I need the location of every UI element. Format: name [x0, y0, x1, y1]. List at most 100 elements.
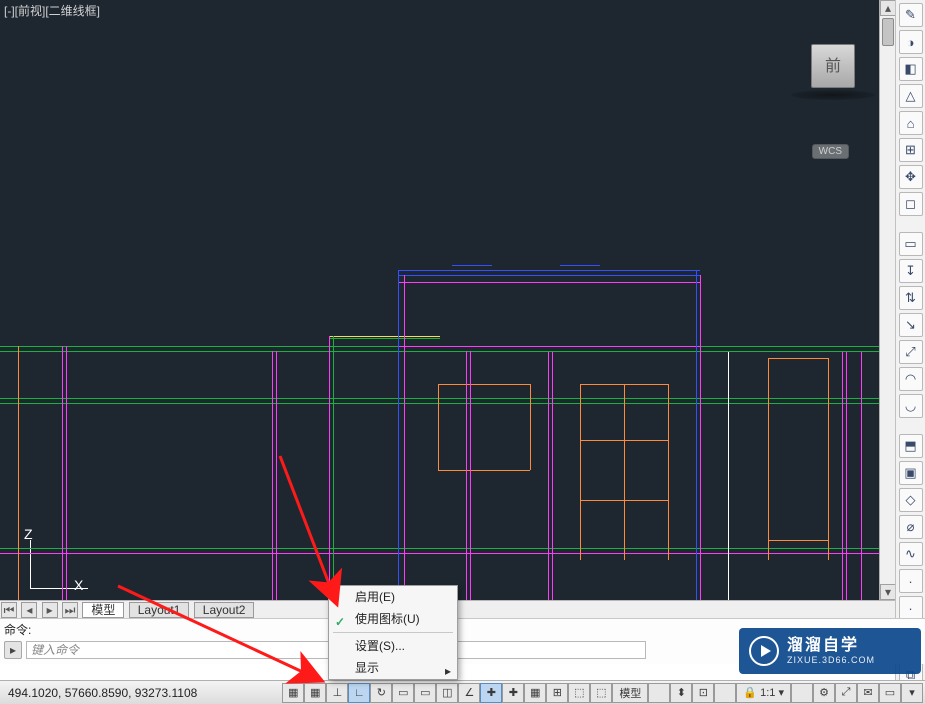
palette-tool-19[interactable]: ∿ — [899, 542, 923, 566]
cad-vline — [272, 351, 273, 600]
status-button-9[interactable]: ✚ — [480, 683, 502, 703]
palette-tool-5[interactable]: ⊞ — [899, 138, 923, 162]
palette-tool-11[interactable]: ↘ — [899, 313, 923, 337]
cad-vline — [62, 346, 63, 600]
status-button-1[interactable]: ▦ — [304, 683, 326, 703]
cad-vline — [404, 275, 405, 600]
cad-hline — [398, 282, 700, 283]
status-button-10[interactable]: ✚ — [502, 683, 524, 703]
cad-vline — [470, 351, 471, 600]
status-button-14[interactable]: ⬚ — [590, 683, 612, 703]
palette-tool-6[interactable]: ✥ — [899, 165, 923, 189]
tab-nav-next[interactable]: ▸ — [42, 602, 58, 618]
cad-vline — [18, 346, 19, 600]
ctx-sep — [333, 632, 453, 633]
scroll-down-button[interactable]: ▾ — [880, 584, 896, 600]
palette-tool-10[interactable]: ⇅ — [899, 286, 923, 310]
palette-tool-12[interactable]: ⤢ — [899, 340, 923, 364]
status-button-20[interactable]: ⚙ — [813, 683, 835, 703]
cad-vline — [842, 352, 843, 600]
tab-layout2[interactable]: Layout2 — [194, 602, 255, 618]
tab-layout1[interactable]: Layout1 — [129, 602, 190, 618]
cad-vline — [66, 346, 67, 600]
ctx-display[interactable]: 显示▸ — [329, 657, 457, 679]
cad-vline — [530, 384, 531, 470]
status-button-0[interactable]: ▦ — [282, 683, 304, 703]
status-button-24[interactable]: ▾ — [901, 683, 923, 703]
coordinates-readout: 494.1020, 57660.8590, 93273.1108 — [0, 686, 205, 700]
ctx-settings[interactable]: 设置(S)... — [329, 635, 457, 657]
status-button-22[interactable]: ✉ — [857, 683, 879, 703]
canvas-vscrollbar[interactable]: ▴ ▾ — [879, 0, 895, 600]
palette-tool-13[interactable]: ◠ — [899, 367, 923, 391]
check-icon: ✓ — [335, 611, 345, 633]
palette-tool-16[interactable]: ▣ — [899, 461, 923, 485]
palette-tool-7[interactable]: ◻ — [899, 192, 923, 216]
tab-nav-last[interactable]: ⏭ — [62, 602, 78, 618]
axis-x-line — [30, 588, 88, 589]
watermark-text: 溜溜自学 ZIXUE.3D66.COM — [787, 637, 875, 666]
status-scale-label[interactable]: 🔒 1:1 ▾ — [736, 683, 791, 703]
axis-x-label: X — [74, 577, 83, 593]
status-button-15[interactable] — [648, 683, 670, 703]
palette-tool-3[interactable]: △ — [899, 84, 923, 108]
palette-tool-1[interactable]: ◑ — [899, 30, 923, 54]
submenu-arrow-icon: ▸ — [445, 660, 451, 682]
status-button-7[interactable]: ◫ — [436, 683, 458, 703]
drawing-canvas[interactable]: [-][前视][二维线框] 前 WCS Z X — [0, 0, 895, 600]
palette-tool-9[interactable]: ↧ — [899, 259, 923, 283]
cad-vline — [861, 352, 862, 600]
palette-tool-14[interactable]: ◡ — [899, 394, 923, 418]
tab-nav-first[interactable]: ⏮ — [1, 602, 17, 618]
status-model-label[interactable]: 模型 — [612, 683, 648, 703]
ctx-settings-label: 设置(S)... — [355, 639, 405, 653]
scroll-up-button[interactable]: ▴ — [880, 0, 896, 16]
status-button-5[interactable]: ▭ — [392, 683, 414, 703]
right-tool-palette: ✎◑◧△⌂⊞✥◻▭↧⇅↘⤢◠◡⬒▣◇⌀∿··⧉⧉⌫·abc◐· — [895, 0, 925, 704]
cad-vline — [580, 384, 581, 560]
status-button-17[interactable]: ⊡ — [692, 683, 714, 703]
ctx-use-icon[interactable]: ✓使用图标(U) — [329, 608, 457, 630]
palette-tool-17[interactable]: ◇ — [899, 488, 923, 512]
viewport-label: [-][前视][二维线框] — [4, 2, 100, 19]
status-button-6[interactable]: ▭ — [414, 683, 436, 703]
ctx-enable[interactable]: 启用(E) — [329, 586, 457, 608]
status-button-2[interactable]: ⊥ — [326, 683, 348, 703]
palette-tool-8[interactable]: ▭ — [899, 232, 923, 256]
palette-spacer — [896, 421, 925, 431]
status-button-8[interactable]: ∠ — [458, 683, 480, 703]
status-button-19[interactable] — [791, 683, 813, 703]
palette-tool-2[interactable]: ◧ — [899, 57, 923, 81]
cad-vline — [700, 275, 701, 600]
palette-tool-0[interactable]: ✎ — [899, 3, 923, 27]
status-button-13[interactable]: ⬚ — [568, 683, 590, 703]
tab-model[interactable]: 模型 — [82, 602, 124, 618]
status-button-23[interactable]: ▭ — [879, 683, 901, 703]
palette-tool-21[interactable]: · — [899, 596, 923, 620]
status-button-16[interactable]: ⬍ — [670, 683, 692, 703]
vscroll-thumb[interactable] — [882, 18, 894, 46]
palette-tool-20[interactable]: · — [899, 569, 923, 593]
status-button-21[interactable]: ⤢ — [835, 683, 857, 703]
cad-hline — [0, 553, 880, 554]
cad-vline — [624, 384, 625, 560]
cad-hline — [0, 403, 880, 404]
command-handle[interactable]: ▸ — [4, 641, 22, 659]
status-button-18[interactable] — [714, 683, 736, 703]
palette-tool-4[interactable]: ⌂ — [899, 111, 923, 135]
status-button-11[interactable]: ▦ — [524, 683, 546, 703]
viewcube-shadow — [791, 90, 875, 100]
cad-hline — [560, 265, 600, 266]
palette-tool-18[interactable]: ⌀ — [899, 515, 923, 539]
status-button-12[interactable]: ⊞ — [546, 683, 568, 703]
wcs-badge[interactable]: WCS — [812, 144, 849, 159]
play-icon — [749, 636, 779, 666]
cad-hline — [438, 470, 530, 471]
status-button-4[interactable]: ↻ — [370, 683, 392, 703]
cad-vline — [329, 336, 330, 600]
tab-nav-prev[interactable]: ◂ — [21, 602, 37, 618]
status-button-3[interactable]: ∟ — [348, 683, 370, 703]
palette-tool-15[interactable]: ⬒ — [899, 434, 923, 458]
palette-spacer — [896, 219, 925, 229]
viewcube[interactable]: 前 — [811, 44, 855, 88]
